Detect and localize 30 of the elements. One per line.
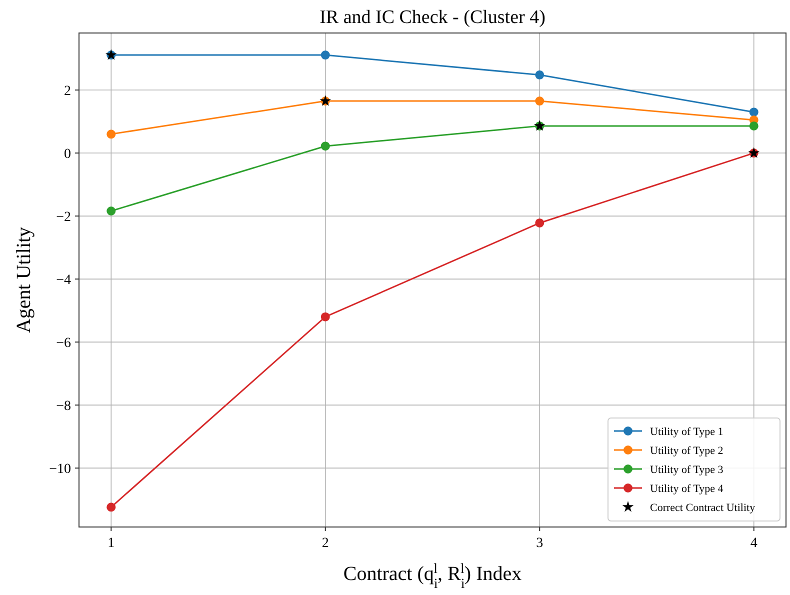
legend-label: Correct Contract Utility	[650, 502, 756, 514]
point	[749, 121, 758, 130]
y-tick-label: −6	[56, 336, 71, 352]
point	[106, 206, 116, 216]
point	[535, 70, 544, 80]
y-tick-label: 2	[64, 84, 71, 100]
y-tick-label: 0	[64, 147, 71, 162]
legend-label: Utility of Type 3	[650, 464, 724, 476]
x-axis-title: Contract (q$_{i}$$^{l}$, R$_{i}$$^{l}$) Index	[343, 562, 522, 592]
point	[535, 96, 544, 106]
x-tick-label: 4	[750, 536, 758, 551]
x-tick-label: 3	[536, 536, 544, 551]
point	[320, 50, 330, 60]
y-tick-label: −8	[56, 399, 71, 414]
point	[320, 142, 330, 151]
legend-label: Utility of Type 1	[650, 426, 724, 438]
x-tick-label: 2	[322, 536, 329, 551]
legend-label: Utility of Type 2	[650, 445, 724, 457]
y-tick-label: −10	[49, 462, 71, 478]
point	[320, 312, 330, 322]
y-axis-title: Agent Utility	[13, 226, 35, 334]
chart-title: IR and IC Check - (Cluster 4)	[320, 7, 546, 28]
point	[106, 130, 116, 139]
legend-label: Utility of Type 4	[650, 483, 724, 495]
point	[749, 108, 758, 117]
y-tick-label: −2	[56, 210, 71, 226]
y-tick-label: −4	[56, 273, 71, 288]
x-tick-label: 1	[108, 536, 115, 551]
point	[106, 502, 116, 512]
point	[535, 218, 544, 228]
